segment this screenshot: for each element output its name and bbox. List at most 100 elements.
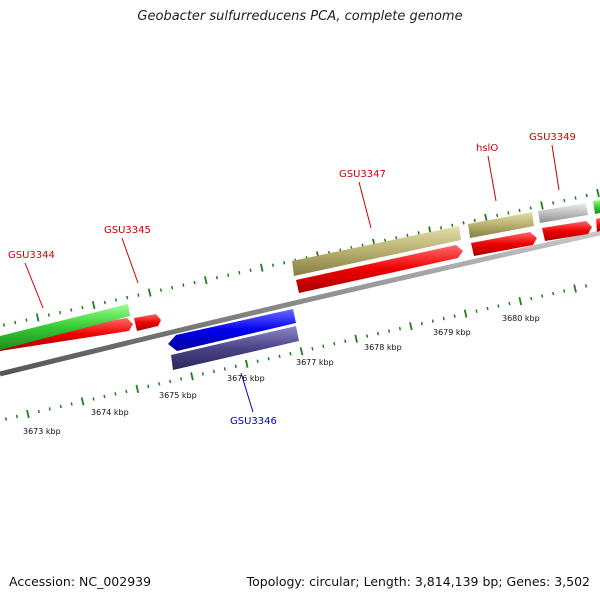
tick-forward-51 <box>574 196 577 200</box>
gene-bar-gsu3344[interactable] <box>0 304 130 350</box>
tick-reverse-15 <box>169 379 172 384</box>
tick-forward-7 <box>81 305 84 310</box>
tick-reverse-4 <box>48 407 51 411</box>
tick-reverse-11 <box>125 389 128 394</box>
tick-forward-0 <box>2 323 6 327</box>
tick-forward-9 <box>103 300 106 305</box>
gene-label-gsu3346[interactable]: GSU3346 <box>230 416 277 427</box>
scale-label-3675: 3675 kbp <box>159 391 197 400</box>
tick-reverse-49 <box>541 294 544 298</box>
tick-forward-34 <box>383 238 387 243</box>
tick-forward-37 <box>417 231 420 235</box>
tick-reverse-14 <box>158 382 161 386</box>
tick-forward-45 <box>507 211 510 215</box>
gene-label-gsu3349[interactable]: GSU3349 <box>529 132 576 143</box>
tick-reverse-52 <box>573 284 577 293</box>
tick-forward-39 <box>439 226 443 230</box>
tick-reverse-7 <box>80 397 85 406</box>
cds-arrow-gsu3345[interactable] <box>134 314 161 331</box>
tick-reverse-38 <box>420 321 423 326</box>
scale-label-3677: 3677 kbp <box>296 358 334 367</box>
tick-forward-21 <box>238 270 241 275</box>
tick-reverse-31 <box>344 339 347 343</box>
tick-reverse-1 <box>15 414 19 419</box>
cds-arrow-gsu3347[interactable] <box>296 245 463 293</box>
tick-forward-11 <box>126 295 129 300</box>
tick-forward-19 <box>215 275 219 280</box>
cds-bar-gsu3346[interactable] <box>171 326 299 370</box>
page-title: Geobacter sulfurreducens PCA, complete g… <box>137 9 463 24</box>
gene-bar-next[interactable] <box>593 200 600 214</box>
scale-ticks-reverse <box>4 284 588 421</box>
tick-reverse-36 <box>398 326 402 331</box>
gene-bar-gsu3346[interactable] <box>168 309 296 351</box>
tick-reverse-19 <box>212 369 216 374</box>
tick-reverse-13 <box>147 384 150 389</box>
tick-reverse-37 <box>409 322 413 331</box>
leader-line-gsu3349 <box>551 144 560 191</box>
cds-arrow-gsu3344[interactable] <box>0 318 133 351</box>
tick-forward-23 <box>260 263 264 272</box>
gene-bar-gsu3349[interactable] <box>538 203 588 223</box>
tick-forward-49 <box>552 201 555 205</box>
scale-label-3674: 3674 kbp <box>91 408 129 417</box>
tick-reverse-40 <box>442 316 445 321</box>
tick-reverse-44 <box>486 306 489 311</box>
tick-reverse-28 <box>311 347 314 351</box>
cds-features <box>0 218 600 351</box>
tick-forward-18 <box>204 276 208 285</box>
tick-forward-42 <box>473 218 476 223</box>
gene-label-gsu3344[interactable]: GSU3344 <box>8 250 55 261</box>
cds-arrow-gsu3349[interactable] <box>542 221 592 241</box>
tick-reverse-48 <box>530 296 533 301</box>
tick-forward-15 <box>171 285 174 290</box>
scale-label-3673: 3673 kbp <box>23 427 61 436</box>
cds-arrow-hslo[interactable] <box>471 232 537 256</box>
gene-label-gsu3347[interactable]: GSU3347 <box>339 169 386 180</box>
gene-label-hslo[interactable]: hslO <box>476 143 498 154</box>
tick-forward-16 <box>182 283 185 287</box>
tick-reverse-24 <box>267 357 270 361</box>
tick-reverse-53 <box>584 284 588 288</box>
tick-forward-47 <box>529 206 532 210</box>
tick-forward-13 <box>147 288 152 297</box>
tick-forward-24 <box>271 263 275 267</box>
leader-line-gsu3345 <box>121 237 139 284</box>
tick-reverse-29 <box>322 344 325 348</box>
accession-text: Accession: NC_002939 <box>9 574 152 589</box>
tick-reverse-50 <box>552 291 555 296</box>
tick-reverse-22 <box>245 359 249 368</box>
gene-bar-hslo[interactable] <box>468 212 534 238</box>
tick-reverse-17 <box>190 372 194 381</box>
tick-forward-10 <box>114 298 118 302</box>
tick-forward-35 <box>395 236 398 240</box>
tick-reverse-46 <box>508 301 511 306</box>
scale-label-3676: 3676 kbp <box>227 374 265 383</box>
cds-arrow-next[interactable] <box>596 218 600 232</box>
tick-forward-1 <box>14 320 17 325</box>
tick-reverse-6 <box>70 402 73 406</box>
tick-reverse-35 <box>387 329 391 333</box>
gene-bar-gsu3347[interactable] <box>292 226 461 276</box>
genome-backbone <box>0 230 600 377</box>
leader-line-hslo <box>487 155 497 202</box>
tick-reverse-47 <box>518 296 523 306</box>
tick-forward-50 <box>563 198 566 203</box>
tick-reverse-21 <box>234 364 237 369</box>
tick-forward-6 <box>70 308 73 312</box>
tick-forward-25 <box>283 261 286 265</box>
tick-forward-41 <box>462 221 465 225</box>
tick-reverse-18 <box>201 372 205 376</box>
tick-reverse-3 <box>37 409 40 414</box>
scale-label-3679: 3679 kbp <box>433 328 471 337</box>
gene-label-gsu3345[interactable]: GSU3345 <box>104 225 151 236</box>
scale-label-3678: 3678 kbp <box>364 343 402 352</box>
tick-forward-36 <box>406 233 409 238</box>
tick-forward-22 <box>249 268 252 272</box>
tick-reverse-5 <box>59 404 62 409</box>
tick-reverse-16 <box>179 377 183 381</box>
tick-forward-44 <box>496 213 499 218</box>
tick-reverse-9 <box>103 394 106 399</box>
tick-forward-17 <box>193 280 196 285</box>
